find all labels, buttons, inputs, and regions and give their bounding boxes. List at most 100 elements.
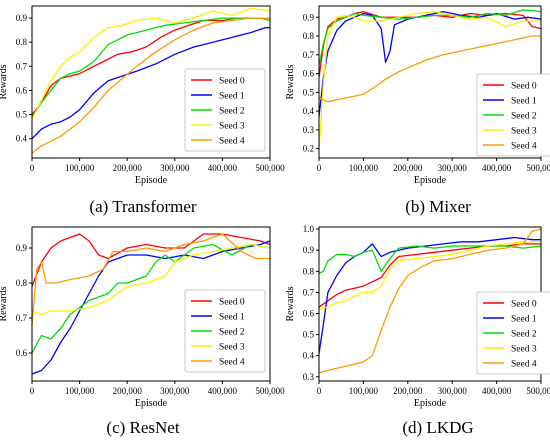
- y-tick-label: 0.6: [16, 85, 28, 95]
- series-line-seed-3: [318, 241, 541, 310]
- series-line-seed-3: [31, 7, 271, 120]
- y-axis-label: Rewards: [285, 286, 296, 321]
- x-tick-label: 0: [317, 163, 322, 173]
- x-tick-label: 100,000: [65, 163, 95, 173]
- series-line-seed-4: [318, 228, 542, 374]
- legend-box: [184, 68, 266, 152]
- series-line-seed-0: [31, 233, 271, 287]
- y-tick-label: 0.9: [303, 12, 315, 22]
- y-tick-label: 0.7: [16, 313, 28, 323]
- x-tick-label: 200,000: [113, 386, 143, 396]
- x-tick-label: 400,000: [482, 163, 512, 173]
- legend-label: Seed 4: [511, 142, 537, 152]
- subfigure-caption: (b) Mixer: [405, 197, 471, 216]
- y-tick-label: 0.8: [16, 37, 28, 47]
- y-tick-label: 0.4: [16, 134, 28, 144]
- plot-frame: [31, 226, 271, 382]
- x-tick-label: 300,000: [438, 386, 468, 396]
- x-axis-label: Episode: [135, 398, 168, 409]
- x-tick-label: 400,000: [482, 386, 512, 396]
- y-tick-label: 0.3: [303, 125, 315, 135]
- chart-panel-3: 0 100,000 200,000 300,000 400,000 500,000 0.6 0…: [0, 226, 285, 437]
- legend-label: Seed 1: [219, 92, 245, 102]
- y-tick-label: 0.7: [16, 61, 28, 71]
- chart-panel-4: 0 100,000 200,000 300,000 400,000 500,000 0.3 0…: [285, 224, 550, 437]
- x-tick-label: 500,000: [255, 386, 285, 396]
- legend-label: Seed 1: [511, 315, 537, 325]
- x-tick-label: 400,000: [208, 163, 238, 173]
- series-line-seed-1: [318, 10, 542, 117]
- x-tick-label: 500,000: [526, 163, 550, 173]
- legend-label: Seed 0: [511, 82, 537, 92]
- y-tick-label: 0.4: [303, 351, 315, 361]
- x-tick-label: 300,000: [160, 163, 190, 173]
- legend-label: Seed 4: [511, 360, 537, 370]
- subfigure-caption: (a) Transformer: [89, 197, 197, 216]
- y-tick-label: 0.8: [303, 266, 315, 276]
- series-line-seed-3: [318, 10, 541, 151]
- plot-frame: [31, 5, 271, 159]
- series-line-seed-4: [31, 17, 270, 154]
- y-tick-label: 0.8: [16, 278, 28, 288]
- legend-label: Seed 0: [219, 77, 245, 87]
- legend-box: [184, 289, 266, 373]
- legend: Seed 0 Seed 1 Seed 2 Seed 3 Seed 4: [476, 291, 550, 375]
- legend-label: Seed 2: [219, 107, 245, 117]
- x-tick-label: 100,000: [65, 386, 95, 396]
- y-tick-label: 0.6: [303, 69, 315, 79]
- series-line-seed-4: [31, 233, 270, 326]
- legend-label: Seed 0: [511, 300, 537, 310]
- legend: Seed 0 Seed 1 Seed 2 Seed 3 Seed 4: [184, 68, 266, 152]
- subfigure-caption: (d) LKDG: [402, 418, 473, 437]
- legend: Seed 0 Seed 1 Seed 2 Seed 3 Seed 4: [476, 73, 550, 157]
- y-axis-label: Rewards: [0, 64, 9, 99]
- legend-label: Seed 3: [219, 343, 245, 353]
- legend-label: Seed 1: [511, 97, 537, 107]
- y-tick-label: 0.7: [303, 287, 315, 297]
- legend-label: Seed 4: [219, 358, 245, 368]
- x-tick-label: 100,000: [349, 386, 379, 396]
- legend-label: Seed 0: [219, 298, 245, 308]
- y-tick-label: 0.8: [303, 31, 315, 41]
- x-axis-label: Episode: [414, 398, 447, 409]
- legend-label: Seed 3: [219, 122, 245, 132]
- x-tick-label: 300,000: [160, 386, 190, 396]
- x-tick-label: 200,000: [393, 163, 423, 173]
- legend-box: [476, 73, 550, 157]
- x-tick-label: 300,000: [438, 163, 468, 173]
- y-axis-label: Rewards: [285, 64, 296, 99]
- y-tick-label: 0.5: [16, 110, 28, 120]
- y-axis-label: Rewards: [0, 286, 9, 321]
- x-tick-label: 200,000: [393, 386, 423, 396]
- y-tick-label: 0.9: [303, 245, 315, 255]
- legend-label: Seed 2: [511, 112, 537, 122]
- series-line-seed-4: [318, 35, 541, 103]
- y-tick-label: 0.5: [303, 87, 315, 97]
- y-tick-label: 0.9: [16, 243, 28, 253]
- x-tick-label: 100,000: [349, 163, 379, 173]
- y-tick-label: 0.9: [16, 13, 28, 23]
- x-tick-label: 0: [30, 163, 35, 173]
- legend: Seed 0 Seed 1 Seed 2 Seed 3 Seed 4: [184, 289, 266, 373]
- series-line-seed-2: [31, 17, 271, 118]
- x-tick-label: 500,000: [255, 163, 285, 173]
- chart-panel-2: 0 100,000 200,000 300,000 400,000 500,000 0.2 0…: [285, 5, 550, 216]
- series-line-seed-1: [318, 236, 541, 354]
- x-axis-label: Episode: [135, 175, 168, 186]
- legend-label: Seed 2: [219, 328, 245, 338]
- x-tick-label: 400,000: [208, 386, 238, 396]
- legend-box: [476, 291, 550, 375]
- x-axis-label: Episode: [414, 175, 447, 186]
- legend-label: Seed 4: [219, 137, 245, 147]
- x-tick-label: 200,000: [113, 163, 143, 173]
- series-line-seed-3: [31, 243, 271, 316]
- legend-label: Seed 3: [511, 345, 537, 355]
- y-tick-label: 1.0: [303, 224, 315, 234]
- x-tick-label: 0: [317, 386, 322, 396]
- y-tick-label: 0.6: [16, 348, 28, 358]
- legend-label: Seed 1: [219, 313, 245, 323]
- y-tick-label: 0.3: [303, 372, 315, 382]
- x-tick-label: 0: [30, 386, 35, 396]
- y-tick-label: 0.6: [303, 308, 315, 318]
